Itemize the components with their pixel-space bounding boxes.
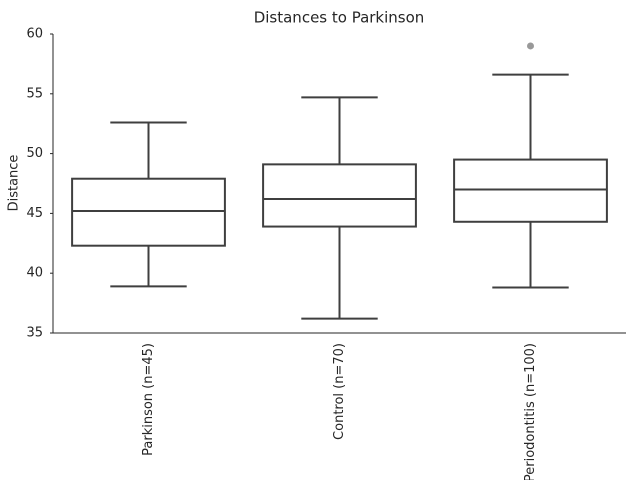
box: [262, 163, 417, 228]
outlier: [527, 42, 534, 50]
y-tick-label: 45: [26, 206, 43, 221]
y-tick-label: 50: [26, 146, 43, 161]
chart-title: Distances to Parkinson: [254, 9, 425, 27]
y-tick-label: 55: [26, 86, 43, 101]
x-tick-label: Parkinson (n=45): [141, 343, 156, 456]
y-tick-label: 60: [26, 27, 43, 42]
y-tick-label: 35: [26, 326, 43, 341]
box: [453, 158, 608, 223]
x-tick-label: Control (n=70): [332, 343, 347, 440]
box: [71, 177, 226, 247]
x-tick-label: Periodontitis (n=100): [523, 343, 538, 480]
y-tick-label: 40: [26, 266, 43, 281]
y-axis-label: Distance: [7, 155, 22, 212]
